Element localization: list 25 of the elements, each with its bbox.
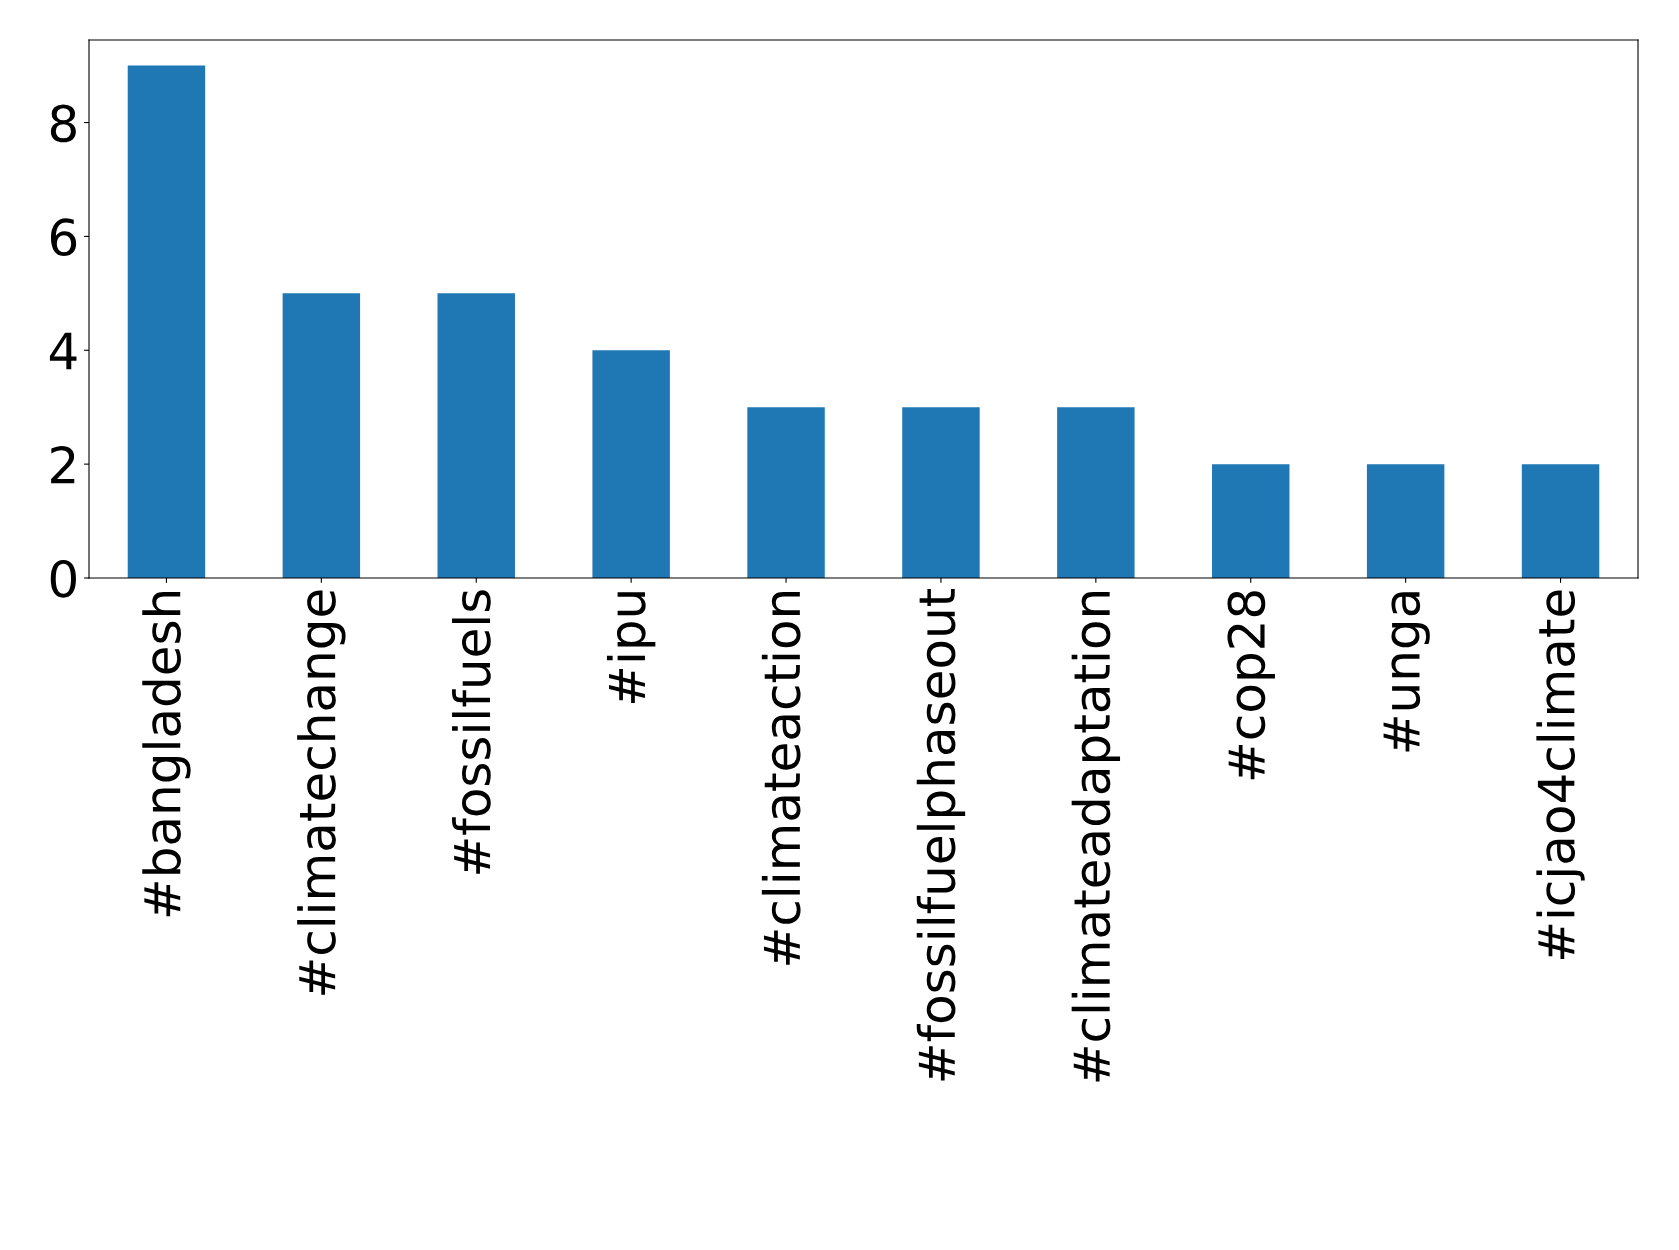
y-tick-label: 4	[49, 332, 77, 370]
bar	[1212, 464, 1290, 578]
x-tick-label: #climateadaptation	[1071, 591, 1121, 1082]
bar	[747, 407, 825, 578]
bar	[1057, 407, 1135, 578]
x-tick-label: #fossilfuelphaseout	[916, 588, 966, 1081]
x-tick-label: #unga	[1383, 592, 1430, 752]
bar	[1366, 464, 1445, 578]
bar	[437, 293, 515, 578]
bar	[902, 407, 980, 578]
y-tick-label: 6	[50, 218, 77, 257]
x-tick-label: #climateaction	[761, 591, 801, 965]
x-tick-label: #cop28	[1227, 591, 1275, 780]
y-tick-label: 2	[51, 446, 75, 484]
x-tick-label: #bangladesh	[142, 591, 191, 917]
y-tick-label: 8	[50, 104, 76, 143]
bar	[1521, 464, 1600, 578]
bar	[592, 350, 670, 578]
x-tick-label: #fossilfuels	[452, 590, 491, 874]
x-tick-label: #icjao4climate	[1536, 590, 1585, 960]
bar	[127, 65, 206, 578]
bar	[282, 293, 361, 578]
y-tick-label: 0	[50, 559, 76, 598]
x-tick-label: #ipu	[606, 592, 656, 704]
x-tick-label: #climatechange	[297, 590, 346, 995]
